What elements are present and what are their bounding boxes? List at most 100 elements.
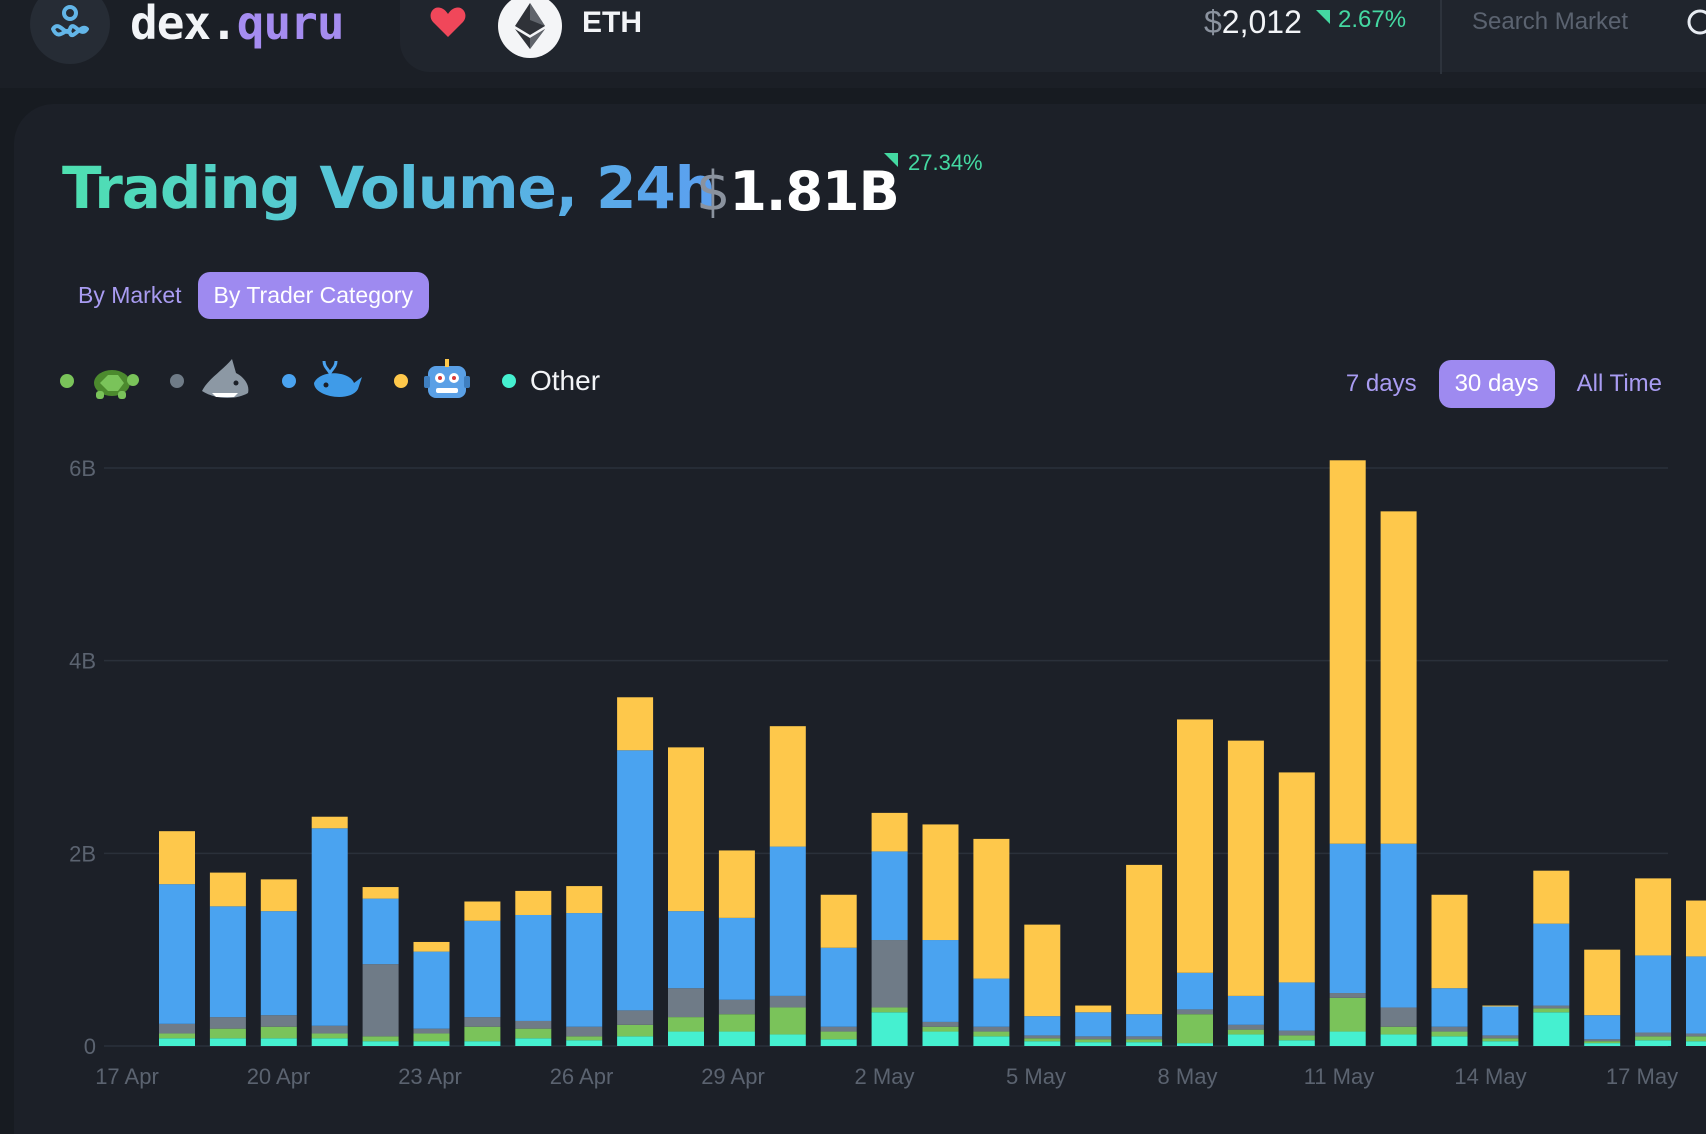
legend-item-shark[interactable] xyxy=(170,357,252,405)
bar-segment-turtle xyxy=(922,1026,959,1032)
price-change-value: 2.67% xyxy=(1338,6,1407,33)
bar-segment-other xyxy=(769,1034,806,1046)
bar-segment-shark xyxy=(922,1021,959,1027)
legend-item-other[interactable]: Other xyxy=(502,365,600,397)
x-tick-label: 5 May xyxy=(1006,1064,1066,1089)
bar-segment-other xyxy=(871,1012,908,1046)
legend-label-other: Other xyxy=(530,365,601,396)
bar-segment-shark xyxy=(1278,1030,1315,1036)
bar-segment-robot xyxy=(1635,878,1672,956)
bar-segment-other xyxy=(1686,1041,1706,1046)
bar-segment-turtle xyxy=(362,1036,399,1042)
shark-icon xyxy=(202,359,249,398)
bar-segment-turtle xyxy=(1584,1041,1621,1044)
bar-segment-turtle xyxy=(871,1007,908,1013)
bar-segment-turtle xyxy=(311,1033,348,1039)
bar-segment-shark xyxy=(617,1010,654,1025)
favorite-heart-icon[interactable] xyxy=(430,6,466,42)
bar-segment-turtle xyxy=(413,1033,450,1042)
bar-segment-other xyxy=(668,1031,704,1046)
bar-segment-other xyxy=(718,1031,755,1046)
x-tick-label: 8 May xyxy=(1158,1064,1218,1089)
x-tick-label: 2 May xyxy=(855,1064,915,1089)
brand-logo-icon[interactable] xyxy=(30,0,110,64)
price-currency: $ xyxy=(1204,4,1222,40)
bar-segment-shark xyxy=(1380,1007,1417,1027)
bar-segment-shark xyxy=(362,964,399,1037)
bar-segment-robot xyxy=(260,879,297,912)
bar-segment-whale xyxy=(769,846,806,996)
legend-dot xyxy=(60,374,74,388)
bar-segment-turtle xyxy=(1635,1036,1672,1041)
legend-dot xyxy=(282,374,296,388)
range-30-days[interactable]: 30 days xyxy=(1438,360,1555,408)
bar-segment-robot xyxy=(668,747,704,912)
bar-segment-other xyxy=(1126,1042,1163,1046)
bar-segment-other xyxy=(566,1040,603,1046)
bar-segment-whale xyxy=(1278,982,1315,1031)
bar-segment-whale xyxy=(617,750,654,1011)
x-tick-label: 26 Apr xyxy=(550,1064,614,1089)
bar-segment-whale xyxy=(922,940,959,1022)
legend-item-robot[interactable] xyxy=(394,356,472,406)
bar-segment-robot xyxy=(820,894,857,948)
bar-segment-shark xyxy=(1482,1035,1519,1039)
legend-dot xyxy=(394,374,408,388)
bar-segment-turtle xyxy=(973,1031,1010,1037)
whale-icon xyxy=(314,360,362,397)
bar-segment-robot xyxy=(209,872,246,907)
x-tick-label: 17 May xyxy=(1606,1064,1678,1089)
bar-segment-whale xyxy=(1635,955,1672,1033)
tab-by-trader-category[interactable]: By Trader Category xyxy=(197,272,429,319)
bar-segment-whale xyxy=(1533,923,1570,1006)
token-bar xyxy=(400,0,1706,72)
legend-item-whale[interactable] xyxy=(282,357,364,405)
bar-segment-turtle xyxy=(718,1014,755,1032)
bar-segment-shark xyxy=(515,1020,552,1029)
legend-dot xyxy=(502,374,516,388)
x-tick-label: 23 Apr xyxy=(398,1064,462,1089)
bar-segment-turtle xyxy=(566,1036,603,1041)
bar-segment-whale xyxy=(159,884,195,1024)
bar-segment-shark xyxy=(820,1026,857,1032)
bar-segment-turtle xyxy=(1024,1038,1061,1042)
search-input[interactable]: Search Market xyxy=(1472,8,1629,35)
tab-by-market[interactable]: By Market xyxy=(78,282,182,308)
bar-segment-shark xyxy=(1227,1024,1264,1030)
range-all-time[interactable]: All Time xyxy=(1576,370,1662,397)
bar-segment-turtle xyxy=(515,1028,552,1039)
bar-segment-turtle xyxy=(260,1026,297,1039)
x-tick-label: 11 May xyxy=(1304,1064,1375,1089)
bar-segment-whale xyxy=(668,911,704,989)
search-icon[interactable] xyxy=(1686,8,1706,46)
price-value: 2,012 xyxy=(1221,4,1302,40)
turtle-icon xyxy=(94,370,139,399)
x-tick-label: 14 May xyxy=(1454,1064,1526,1089)
bar-segment-other xyxy=(464,1041,501,1046)
bar-segment-turtle xyxy=(820,1031,857,1040)
range-7-days[interactable]: 7 days xyxy=(1345,370,1417,397)
up-triangle-icon xyxy=(884,153,898,167)
bar-segment-other xyxy=(413,1041,450,1046)
bar-segment-other xyxy=(820,1039,857,1046)
bar-segment-other xyxy=(311,1038,348,1046)
bar-segment-turtle xyxy=(1075,1039,1112,1043)
bar-segment-turtle xyxy=(1126,1039,1163,1043)
bar-segment-other xyxy=(973,1036,1010,1046)
bar-segment-turtle xyxy=(769,1007,806,1035)
bar-segment-shark xyxy=(413,1028,450,1034)
token-symbol[interactable]: ETH xyxy=(582,6,642,39)
chart-legend: Other xyxy=(60,356,630,406)
bar-segment-robot xyxy=(413,941,450,952)
bar-segment-turtle xyxy=(1227,1029,1264,1035)
legend-item-turtle[interactable] xyxy=(60,361,140,401)
bar-segment-whale xyxy=(311,828,348,1026)
bar-segment-whale xyxy=(820,947,857,1027)
bar-segment-robot xyxy=(464,901,501,921)
token-price: $2,012 xyxy=(1204,4,1302,41)
bar-segment-whale xyxy=(1126,1014,1163,1037)
brand-name[interactable]: dex.quru xyxy=(130,0,345,50)
bar-segment-whale xyxy=(1380,843,1417,1008)
bar-segment-robot xyxy=(1126,864,1163,1015)
bar-segment-shark xyxy=(973,1026,1010,1032)
